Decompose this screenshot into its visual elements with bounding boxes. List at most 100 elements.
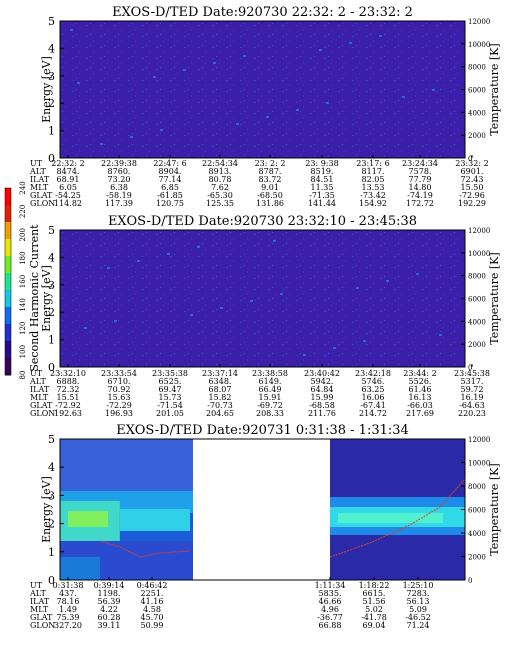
y-tick-label: 1 (48, 125, 55, 138)
spectrogram-speck (213, 62, 216, 64)
table-row-label: GLAT (30, 401, 53, 410)
table-cell: 5.09 (409, 605, 427, 614)
table-cell: 56.39 (98, 597, 121, 606)
y-axis-label: Energy [eV] (40, 265, 53, 332)
table-cell: 1:18:22 (359, 581, 390, 590)
table-cell: 208.33 (256, 409, 284, 418)
table-cell: 204.65 (206, 409, 234, 418)
table-cell: 71.24 (407, 621, 430, 630)
table-cell: 0:39:14 (94, 581, 125, 590)
table-cell: 0:46:42 (137, 581, 168, 590)
y2-tick-label: 12000 (468, 18, 490, 26)
table-cell: 15.50 (461, 183, 484, 192)
table-cell: 15.63 (108, 393, 131, 402)
table-cell: 201.05 (156, 409, 184, 418)
table-cell: 16.19 (461, 393, 484, 402)
colorbar-segment (5, 290, 11, 308)
table-cell: 22:54:34 (202, 159, 238, 168)
table-cell: 13.53 (362, 183, 385, 192)
table-cell: 66.88 (319, 621, 342, 630)
table-cell: 45.70 (141, 613, 164, 622)
spectrogram-speck (250, 300, 253, 302)
y2-tick-label: 12000 (468, 436, 490, 444)
table-cell: -36.77 (317, 613, 343, 622)
y-tick-label: 5 (48, 15, 55, 28)
table-row-label: GLAT (30, 191, 53, 200)
table-cell: 11.35 (311, 183, 334, 192)
spectrogram-speck (100, 143, 103, 145)
colorbar-tick-label: 140 (19, 298, 27, 311)
table-cell: 72.43 (461, 175, 484, 184)
y2-tick-label: 2000 (468, 132, 486, 140)
table-cell: 15.51 (57, 393, 80, 402)
colorbar-tick-label: 100 (19, 345, 27, 358)
table-row-label: ILAT (30, 597, 50, 606)
spectrogram-speck (84, 327, 87, 329)
table-row-label: UT (30, 581, 43, 590)
y2-tick-label: 0 (468, 577, 472, 585)
spectrogram-area (60, 230, 465, 367)
table-row-label: ILAT (30, 385, 50, 394)
table-cell: -46.52 (405, 613, 431, 622)
table-cell: 69.47 (159, 385, 182, 394)
table-cell: 15.99 (311, 393, 334, 402)
table-cell: 23:32:10 (50, 369, 86, 378)
table-row-label: MLT (30, 605, 49, 614)
table-cell: 68.91 (57, 175, 80, 184)
colorbar-segment (5, 341, 11, 359)
table-cell: 64.84 (311, 385, 334, 394)
spectrogram-speck (326, 102, 329, 104)
table-cell: 6149. (259, 377, 282, 386)
table-cell: 6901. (461, 167, 484, 176)
colorbar-tick-label: 240 (19, 181, 27, 194)
table-cell: 22:47: 6 (153, 159, 186, 168)
table-cell: 23:32: 2 (455, 159, 488, 168)
colorbar-segment (5, 188, 11, 206)
y-tick-label: 4 (48, 461, 55, 474)
spectrogram-speck (303, 354, 306, 356)
table-cell: 69.04 (363, 621, 386, 630)
table-cell: 1:25:10 (403, 581, 434, 590)
table-cell: 51.56 (363, 597, 386, 606)
table-cell: -74.19 (407, 191, 433, 200)
table-cell: -70.73 (207, 401, 233, 410)
table-cell: -61.85 (157, 191, 183, 200)
table-cell: 39.11 (98, 621, 121, 630)
table-cell: 23:24:34 (402, 159, 438, 168)
spectrogram-speck (130, 136, 133, 138)
y-tick-label: 1 (48, 546, 55, 559)
table-cell: 23:38:58 (252, 369, 288, 378)
table-cell: 15.73 (159, 393, 182, 402)
spectrogram-speck (243, 55, 246, 57)
table-cell: -68.50 (257, 191, 283, 200)
table-cell: 77.79 (409, 175, 432, 184)
spectrogram-speck (190, 314, 193, 316)
table-cell: 5317. (461, 377, 484, 386)
y2-tick-label: 6000 (468, 87, 486, 95)
table-cell: 23:45:38 (454, 369, 490, 378)
table-row-label: GLON (30, 621, 55, 630)
y2-tick-label: 12000 (468, 227, 490, 235)
y-tick-label: 0 (48, 361, 55, 374)
y2-tick-label: 8000 (468, 273, 486, 281)
spectrogram-speck (266, 116, 269, 118)
table-cell: 23:17: 6 (356, 159, 389, 168)
table-cell: 41.16 (141, 597, 164, 606)
y-tick-label: 0 (48, 152, 55, 165)
colorbar-segment (5, 324, 11, 342)
y2-tick-label: 4000 (468, 530, 486, 538)
spectrogram-speck (220, 307, 223, 309)
table-cell: 6615. (363, 589, 386, 598)
table-cell: 80.78 (209, 175, 232, 184)
spectrogram-speck (296, 109, 299, 111)
spectrogram-speck (402, 96, 405, 98)
table-cell: 8904. (159, 167, 182, 176)
colorbar-tick-label: 120 (19, 322, 27, 335)
spectrogram-speck (153, 76, 156, 78)
table-cell: 192.63 (54, 409, 82, 418)
table-cell: 77.14 (159, 175, 182, 184)
table-row-label: GLON (30, 409, 55, 418)
colorbar-tick-label: 80 (19, 371, 27, 380)
table-cell: 6.85 (161, 183, 179, 192)
table-cell: 23:44: 2 (403, 369, 436, 378)
